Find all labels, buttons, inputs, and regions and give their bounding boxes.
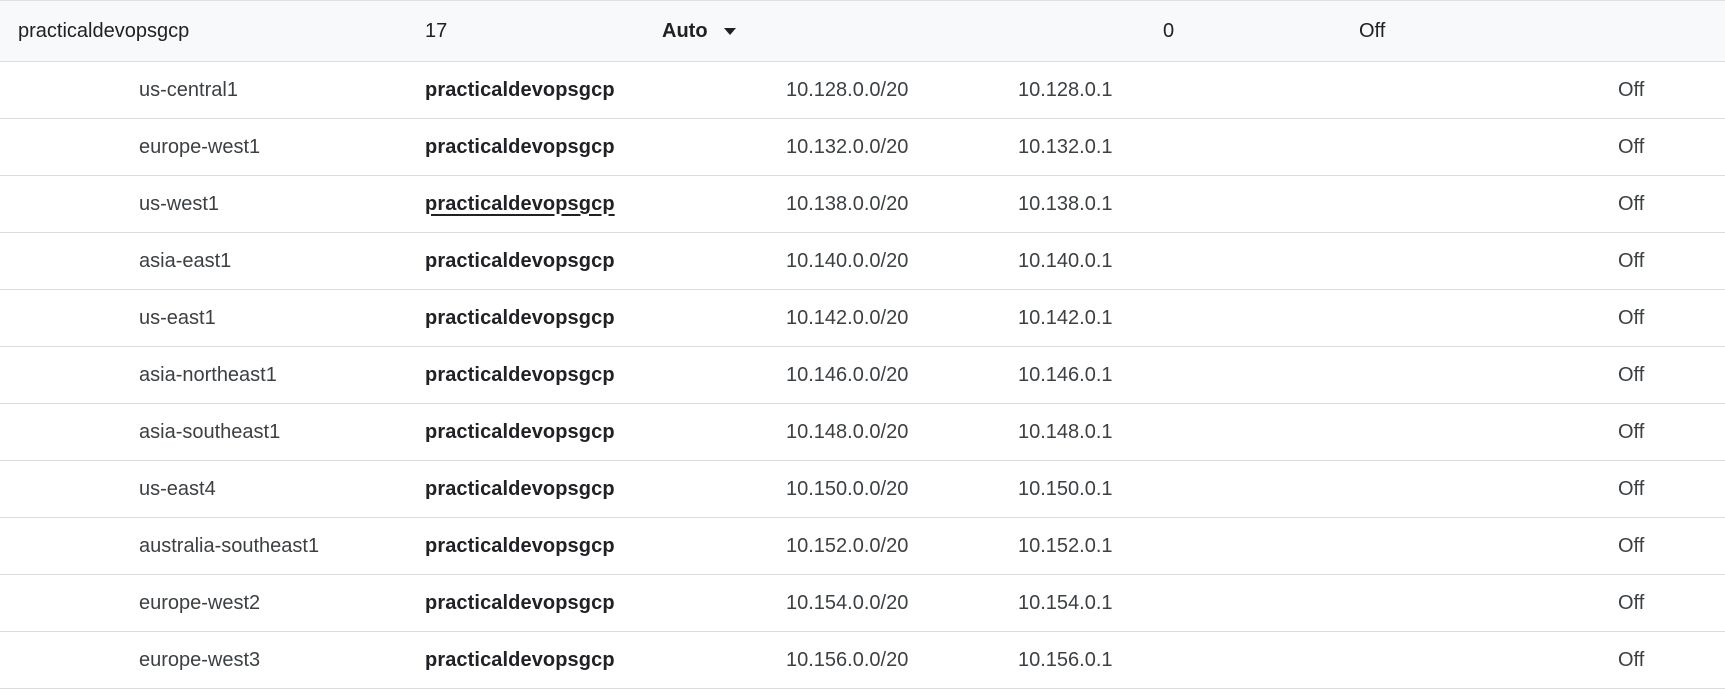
subnet-region: europe-west1 [139, 135, 261, 158]
subnet-private-access: Off [1618, 135, 1645, 158]
subnet-region: us-east4 [139, 477, 216, 500]
subnet-network-link[interactable]: practicaldevopsgcp [425, 192, 615, 215]
subnet-ip-range: 10.142.0.0/20 [786, 306, 909, 329]
subnet-ip-range: 10.138.0.0/20 [786, 192, 909, 215]
subnet-row: us-west1 practicaldevopsgcp 10.138.0.0/2… [0, 176, 1725, 233]
subnet-gateway: 10.156.0.1 [1018, 648, 1113, 671]
subnet-row: asia-southeast1 practicaldevopsgcp 10.14… [0, 404, 1725, 461]
subnet-private-access: Off [1618, 477, 1645, 500]
subnet-row: europe-west3 practicaldevopsgcp 10.156.0… [0, 632, 1725, 689]
subnet-region: europe-west3 [139, 648, 261, 671]
subnet-row: us-east4 practicaldevopsgcp 10.150.0.0/2… [0, 461, 1725, 518]
subnet-ip-range: 10.132.0.0/20 [786, 135, 909, 158]
subnet-mode-label: Auto [662, 19, 708, 42]
subnet-gateway: 10.154.0.1 [1018, 591, 1113, 614]
subnet-region: asia-southeast1 [139, 420, 281, 443]
subnet-row: europe-west2 practicaldevopsgcp 10.154.0… [0, 575, 1725, 632]
subnet-region: us-west1 [139, 192, 220, 215]
subnet-region: us-east1 [139, 306, 216, 329]
subnet-network-link[interactable]: practicaldevopsgcp [425, 135, 615, 158]
subnet-gateway: 10.148.0.1 [1018, 420, 1113, 443]
subnet-row: europe-west1 practicaldevopsgcp 10.132.0… [0, 119, 1725, 176]
subnet-ip-range: 10.128.0.0/20 [786, 78, 909, 101]
subnet-ip-range: 10.140.0.0/20 [786, 249, 909, 272]
subnet-gateway: 10.150.0.1 [1018, 477, 1113, 500]
subnet-region: australia-southeast1 [139, 534, 320, 557]
subnet-network-link[interactable]: practicaldevopsgcp [425, 477, 615, 500]
subnet-private-access: Off [1618, 306, 1645, 329]
subnet-private-access: Off [1618, 363, 1645, 386]
subnet-network-link[interactable]: practicaldevopsgcp [425, 420, 615, 443]
subnet-gateway: 10.152.0.1 [1018, 534, 1113, 557]
subnet-private-access: Off [1618, 591, 1645, 614]
subnet-network-link[interactable]: practicaldevopsgcp [425, 534, 615, 557]
subnet-private-access: Off [1618, 249, 1645, 272]
subnet-gateway: 10.138.0.1 [1018, 192, 1113, 215]
subnet-gateway: 10.146.0.1 [1018, 363, 1113, 386]
network-name[interactable]: practicaldevopsgcp [18, 19, 190, 42]
subnet-network-link[interactable]: practicaldevopsgcp [425, 591, 615, 614]
subnet-ip-range: 10.156.0.0/20 [786, 648, 909, 671]
subnet-row: australia-southeast1 practicaldevopsgcp … [0, 518, 1725, 575]
network-status: Off [1359, 19, 1386, 42]
network-row[interactable]: practicaldevopsgcp 17 Auto 0 Off [0, 0, 1725, 62]
subnet-ip-range: 10.152.0.0/20 [786, 534, 909, 557]
subnet-ip-range: 10.146.0.0/20 [786, 363, 909, 386]
subnet-region: us-central1 [139, 78, 238, 101]
subnet-private-access: Off [1618, 420, 1645, 443]
subnet-region: europe-west2 [139, 591, 261, 614]
subnet-mode-dropdown[interactable]: Auto [662, 1, 736, 61]
subnet-network-link[interactable]: practicaldevopsgcp [425, 306, 615, 329]
subnet-gateway: 10.140.0.1 [1018, 249, 1113, 272]
caret-down-icon [723, 27, 736, 35]
subnet-private-access: Off [1618, 78, 1645, 101]
subnet-network-link[interactable]: practicaldevopsgcp [425, 78, 615, 101]
subnet-ip-range: 10.150.0.0/20 [786, 477, 909, 500]
firewall-rules-count: 0 [1163, 19, 1175, 42]
subnet-network-link[interactable]: practicaldevopsgcp [425, 648, 615, 671]
subnet-region: asia-east1 [139, 249, 232, 272]
subnet-network-link[interactable]: practicaldevopsgcp [425, 249, 615, 272]
subnet-row: asia-east1 practicaldevopsgcp 10.140.0.0… [0, 233, 1725, 290]
subnet-gateway: 10.142.0.1 [1018, 306, 1113, 329]
subnet-gateway: 10.132.0.1 [1018, 135, 1113, 158]
subnet-gateway: 10.128.0.1 [1018, 78, 1113, 101]
subnet-row: us-central1 practicaldevopsgcp 10.128.0.… [0, 62, 1725, 119]
subnet-private-access: Off [1618, 534, 1645, 557]
subnet-row: asia-northeast1 practicaldevopsgcp 10.14… [0, 347, 1725, 404]
subnet-ip-range: 10.154.0.0/20 [786, 591, 909, 614]
subnet-row: us-east1 practicaldevopsgcp 10.142.0.0/2… [0, 290, 1725, 347]
subnet-private-access: Off [1618, 192, 1645, 215]
subnet-network-link[interactable]: practicaldevopsgcp [425, 363, 615, 386]
subnet-count: 17 [425, 19, 448, 42]
subnet-region: asia-northeast1 [139, 363, 277, 386]
subnet-private-access: Off [1618, 648, 1645, 671]
subnet-ip-range: 10.148.0.0/20 [786, 420, 909, 443]
